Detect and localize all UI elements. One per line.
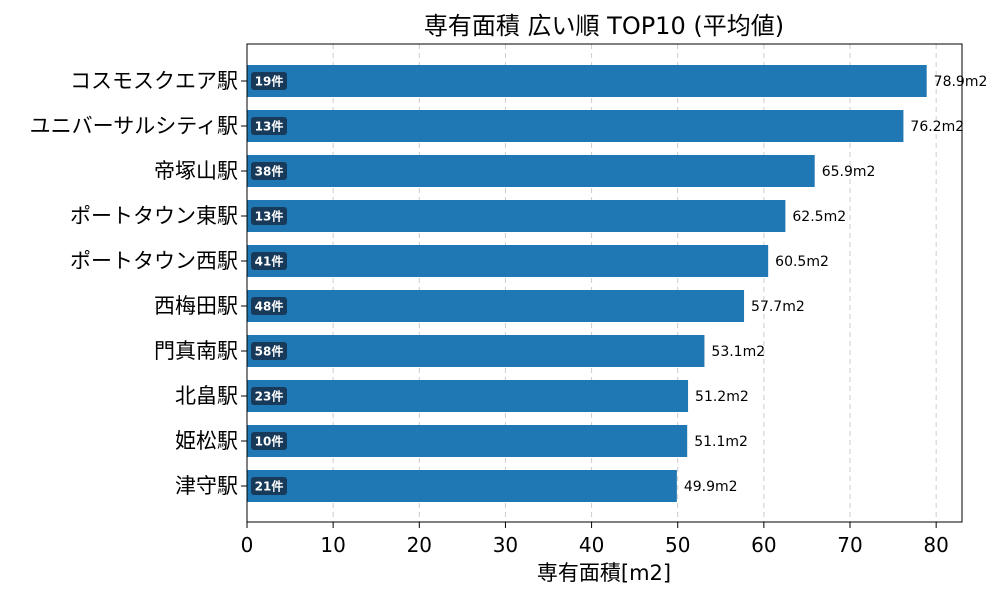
bar — [247, 245, 769, 277]
value-label: 62.5m2 — [792, 209, 846, 225]
count-badge — [251, 297, 287, 315]
bar — [247, 110, 904, 142]
count-label: 41件 — [255, 254, 284, 269]
count-label: 23件 — [255, 389, 284, 404]
y-tick-label: コスモスクエア駅 — [70, 69, 238, 93]
value-label: 78.9m2 — [934, 74, 988, 90]
x-tick-label: 30 — [493, 533, 518, 557]
count-label: 38件 — [255, 164, 284, 179]
x-axis-label: 専有面積[m2] — [537, 561, 671, 585]
count-label: 21件 — [255, 479, 284, 494]
bar — [247, 290, 745, 322]
x-tick-label: 20 — [407, 533, 432, 557]
bar — [247, 335, 705, 367]
y-tick-label: 姫松駅 — [175, 429, 238, 453]
x-axis-ticks: 0 10 20 30 40 50 60 70 80 — [241, 522, 949, 557]
count-badge — [251, 477, 287, 495]
value-label: 51.1m2 — [694, 434, 748, 450]
count-badge — [251, 252, 287, 270]
count-badge — [251, 342, 287, 360]
count-label: 58件 — [255, 344, 284, 359]
x-tick-label: 80 — [923, 533, 948, 557]
y-tick-label: 西梅田駅 — [154, 294, 238, 318]
bar — [247, 425, 688, 457]
y-tick-label: ユニバーサルシティ駅 — [30, 114, 238, 138]
y-tick-label: ポートタウン東駅 — [70, 204, 238, 228]
plot-frame — [246, 43, 963, 523]
count-badge — [251, 207, 287, 225]
x-tick-label: 60 — [751, 533, 776, 557]
value-label: 49.9m2 — [684, 479, 738, 495]
chart-title: 専有面積 広い順 TOP10 (平均値) — [424, 12, 784, 40]
count-badge — [251, 162, 287, 180]
count-badge — [251, 432, 287, 450]
x-tick-label: 50 — [665, 533, 690, 557]
bar — [247, 380, 689, 412]
count-label: 13件 — [255, 119, 284, 134]
y-tick-label: 北畠駅 — [175, 384, 238, 408]
count-label: 13件 — [255, 209, 284, 224]
x-tick-label: 70 — [837, 533, 862, 557]
y-tick-label: 津守駅 — [175, 474, 238, 498]
x-tick-label: 10 — [320, 533, 345, 557]
value-label: 76.2m2 — [910, 119, 964, 135]
count-badge — [251, 72, 287, 90]
value-label: 57.7m2 — [751, 299, 805, 315]
bar — [247, 470, 677, 502]
y-tick-label: 帝塚山駅 — [154, 159, 238, 183]
bar — [247, 155, 815, 187]
count-label: 19件 — [255, 74, 284, 89]
bars: 19件 78.9m2 13件 76.2m2 38件 65.9m2 13件 62.5m2 41件 6… — [247, 65, 987, 502]
x-tick-label: 40 — [579, 533, 604, 557]
value-label: 53.1m2 — [711, 344, 765, 360]
y-tick-label: ポートタウン西駅 — [70, 249, 238, 273]
x-tick-label: 0 — [241, 533, 254, 557]
value-label: 65.9m2 — [822, 164, 876, 180]
y-axis-ticks: コスモスクエア駅ユニバーサルシティ駅帝塚山駅ポートタウン東駅ポートタウン西駅西梅… — [30, 69, 247, 498]
value-label: 51.2m2 — [695, 389, 749, 405]
count-badge — [251, 117, 287, 135]
bar — [247, 65, 927, 97]
count-label: 48件 — [255, 299, 284, 314]
bar — [247, 200, 786, 232]
count-badge — [251, 387, 287, 405]
value-label: 60.5m2 — [775, 254, 829, 270]
y-tick-label: 門真南駅 — [154, 339, 238, 363]
count-label: 10件 — [255, 434, 284, 449]
